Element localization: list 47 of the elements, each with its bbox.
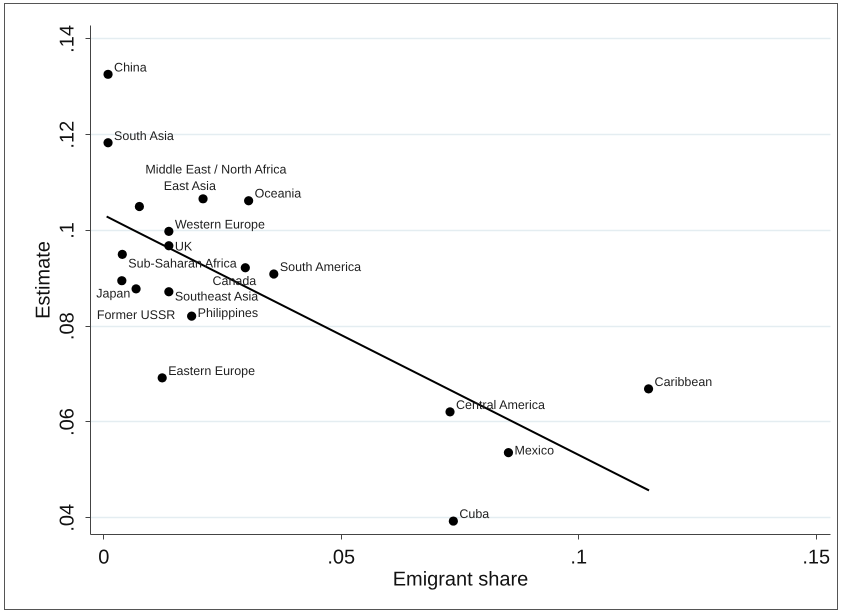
annotation: Southeast Asia <box>174 290 258 304</box>
annotation: Former USSR <box>96 308 176 322</box>
annotation: UK <box>174 240 193 254</box>
annotation: South America <box>280 260 362 274</box>
annotation: Cuba <box>459 507 490 522</box>
point <box>445 407 455 416</box>
y-tick-label: .1 <box>56 222 78 239</box>
point <box>118 250 127 259</box>
point <box>164 226 174 236</box>
annotation: Philippines <box>198 306 258 320</box>
y-axis-title: Estimate <box>32 241 54 319</box>
point <box>448 516 458 526</box>
x-tick-label: .1 <box>570 546 588 568</box>
x-tick-label: 0 <box>98 546 110 568</box>
y-tick-label: .12 <box>56 120 78 149</box>
point <box>103 138 113 148</box>
point <box>198 194 208 204</box>
point <box>103 70 113 79</box>
x-axis-title: Emigrant share <box>392 568 528 590</box>
annotation: Western Europe <box>174 217 265 232</box>
annotation: Caribbean <box>654 374 712 389</box>
annotation: Middle East / North Africa <box>145 162 286 176</box>
annotation: East Asia <box>164 178 216 193</box>
point <box>117 276 126 286</box>
point <box>644 384 654 394</box>
point <box>131 284 141 294</box>
x-tick-label: .05 <box>327 546 356 568</box>
point <box>240 263 250 272</box>
point <box>244 196 254 206</box>
annotation: South Asia <box>114 128 174 143</box>
y-tick-label: .06 <box>56 408 78 436</box>
point <box>134 202 144 212</box>
x-tick-label: .15 <box>802 546 830 568</box>
annotation: Sub-Saharan Africa <box>128 256 237 270</box>
annotation: Mexico <box>514 444 554 458</box>
annotation: Japan <box>96 286 130 301</box>
annotation: China <box>114 60 147 74</box>
y-tick-label: .14 <box>56 25 78 53</box>
y-tick-label: .08 <box>56 312 78 340</box>
point <box>164 287 174 296</box>
annotation: Eastern Europe <box>168 364 256 378</box>
y-tick-label: .04 <box>56 504 78 532</box>
point <box>187 312 196 321</box>
annotation: Oceania <box>254 186 302 201</box>
point <box>269 269 278 279</box>
point <box>158 373 167 382</box>
point <box>504 448 514 458</box>
